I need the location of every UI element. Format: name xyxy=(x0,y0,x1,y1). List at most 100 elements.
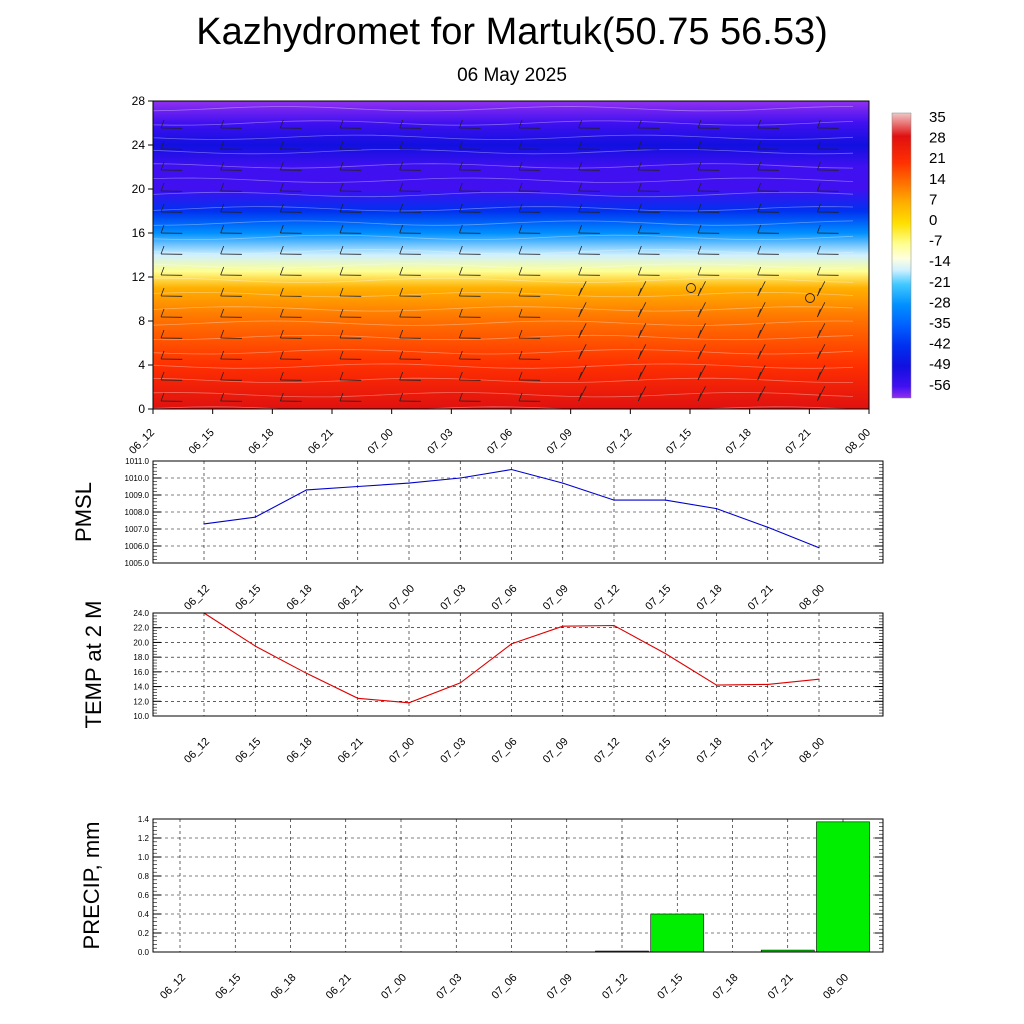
colorbar-label: -42 xyxy=(929,336,951,353)
wind-barb-flag xyxy=(220,392,225,402)
wind-barb-flag xyxy=(637,161,642,171)
wind-barb-flag xyxy=(339,182,344,192)
wind-barb-flag xyxy=(637,329,642,339)
colorbar-label: 14 xyxy=(929,171,946,188)
contour-line xyxy=(152,334,854,341)
colorbar xyxy=(891,112,912,399)
wind-barb-flag xyxy=(816,329,821,339)
wind-barb-flag xyxy=(279,392,284,402)
contour-line xyxy=(152,163,854,169)
wind-barb-flag xyxy=(518,266,523,276)
wind-barb-flag xyxy=(816,266,821,276)
precip-panel-ytick-label: 1.2 xyxy=(138,834,150,843)
colorbar-label: 7 xyxy=(929,191,937,208)
wind-barb-flag xyxy=(160,287,165,297)
temp-panel-point xyxy=(562,625,564,627)
pmsl-panel-ytick-label: 1009.0 xyxy=(125,491,150,500)
wind-barb-flag xyxy=(518,224,523,234)
temp-panel-xtick-label: 08_00 xyxy=(797,736,827,766)
colorbar-label: 0 xyxy=(929,212,937,229)
temp-panel-ytick-label: 18.0 xyxy=(133,653,149,662)
precip-panel-xtick-label: 07_12 xyxy=(600,972,630,1002)
wind-barb-flag xyxy=(757,119,762,129)
temp-panel-point xyxy=(459,682,461,684)
wind-barb-flag xyxy=(399,182,404,192)
wind-barb-flag xyxy=(279,287,284,297)
heatmap-xtick-label: 07_18 xyxy=(724,427,754,457)
wind-barb-flag xyxy=(816,161,821,171)
pmsl-panel-xtick-label: 07_18 xyxy=(695,583,725,613)
wind-barb-flag xyxy=(697,350,702,360)
wind-barb-flag xyxy=(518,371,523,381)
precip-panel-frame xyxy=(152,818,884,953)
wind-barb-flag xyxy=(578,266,583,276)
contour-line xyxy=(152,377,854,384)
temp-panel-xtick-label: 07_00 xyxy=(387,736,417,766)
contour-line xyxy=(152,206,854,212)
wind-barb-flag xyxy=(518,161,523,171)
wind-barb-flag xyxy=(339,266,344,276)
wind-barb-flag xyxy=(697,308,702,318)
wind-barb-flag xyxy=(637,308,642,318)
pmsl-panel-point xyxy=(818,547,820,549)
wind-barb-flag xyxy=(458,371,463,381)
wind-barb-flag xyxy=(458,140,463,150)
heatmap-ytick-label: 28 xyxy=(132,94,146,108)
wind-barb-flag xyxy=(697,266,702,276)
temp-panel-point xyxy=(510,643,513,645)
pmsl-panel-ytick-label: 1008.0 xyxy=(125,508,150,517)
pmsl-panel-xtick-label: 06_12 xyxy=(182,583,212,613)
temp-panel-ytick-label: 22.0 xyxy=(133,624,149,633)
temp-panel-xtick-label: 07_03 xyxy=(438,736,468,766)
wind-barb-flag xyxy=(697,392,702,402)
wind-barb-flag xyxy=(757,371,762,381)
wind-barb-flag xyxy=(160,182,165,192)
wind-barb-flag xyxy=(458,266,463,276)
temp-panel-point xyxy=(357,697,359,699)
wind-barb-flag xyxy=(279,266,284,276)
temp-panel-ytick-label: 24.0 xyxy=(133,609,149,618)
temp-panel-ytick-label: 12.0 xyxy=(133,697,149,706)
precip-panel-xtick-label: 07_03 xyxy=(434,972,464,1002)
wind-barb-flag xyxy=(518,203,523,213)
wind-barb-flag xyxy=(578,224,583,234)
contour-line xyxy=(152,320,854,326)
wind-barb-flag xyxy=(339,329,344,339)
wind-barb-flag xyxy=(279,224,284,234)
wind-barb-flag xyxy=(160,245,165,255)
pmsl-panel-point xyxy=(767,526,769,528)
contour-line xyxy=(152,177,854,183)
pmsl-panel-xtick-label: 07_15 xyxy=(643,583,673,613)
wind-barb-flag xyxy=(816,371,821,381)
wind-barb-flag xyxy=(518,119,523,129)
wind-barb-flag xyxy=(637,182,642,192)
wind-barb-flag xyxy=(220,182,225,192)
contour-line xyxy=(152,392,854,398)
wind-barb-flag xyxy=(220,161,225,171)
wind-barb-flag xyxy=(816,140,821,150)
heatmap-xtick-label: 06_18 xyxy=(246,427,276,457)
contour-line xyxy=(152,120,854,126)
wind-barb-flag xyxy=(578,119,583,129)
wind-barb-flag xyxy=(518,182,523,192)
pmsl-panel-point xyxy=(408,482,410,484)
temp-panel-point xyxy=(305,672,308,674)
pmsl-panel-ylabel: PMSL xyxy=(71,482,96,542)
precip-panel-xtick-label: 08_00 xyxy=(821,972,851,1002)
contour-line xyxy=(152,148,854,155)
wind-barb-flag xyxy=(279,119,284,129)
wind-barb-flag xyxy=(697,245,702,255)
heatmap-ytick-label: 16 xyxy=(132,226,146,240)
pmsl-panel-point xyxy=(613,499,615,501)
wind-barb-flag xyxy=(279,308,284,318)
precip-panel-ylabel: PRECIP, mm xyxy=(79,822,104,950)
wind-barb-flag xyxy=(697,329,702,339)
wind-barb-flag xyxy=(160,266,165,276)
wind-barb-flag xyxy=(339,245,344,255)
wind-barb-flag xyxy=(279,350,284,360)
wind-barb-flag xyxy=(220,203,225,213)
wind-barb-flag xyxy=(757,329,762,339)
wind-barb-flag xyxy=(697,140,702,150)
precip-panel-ytick-label: 1.4 xyxy=(138,815,150,824)
